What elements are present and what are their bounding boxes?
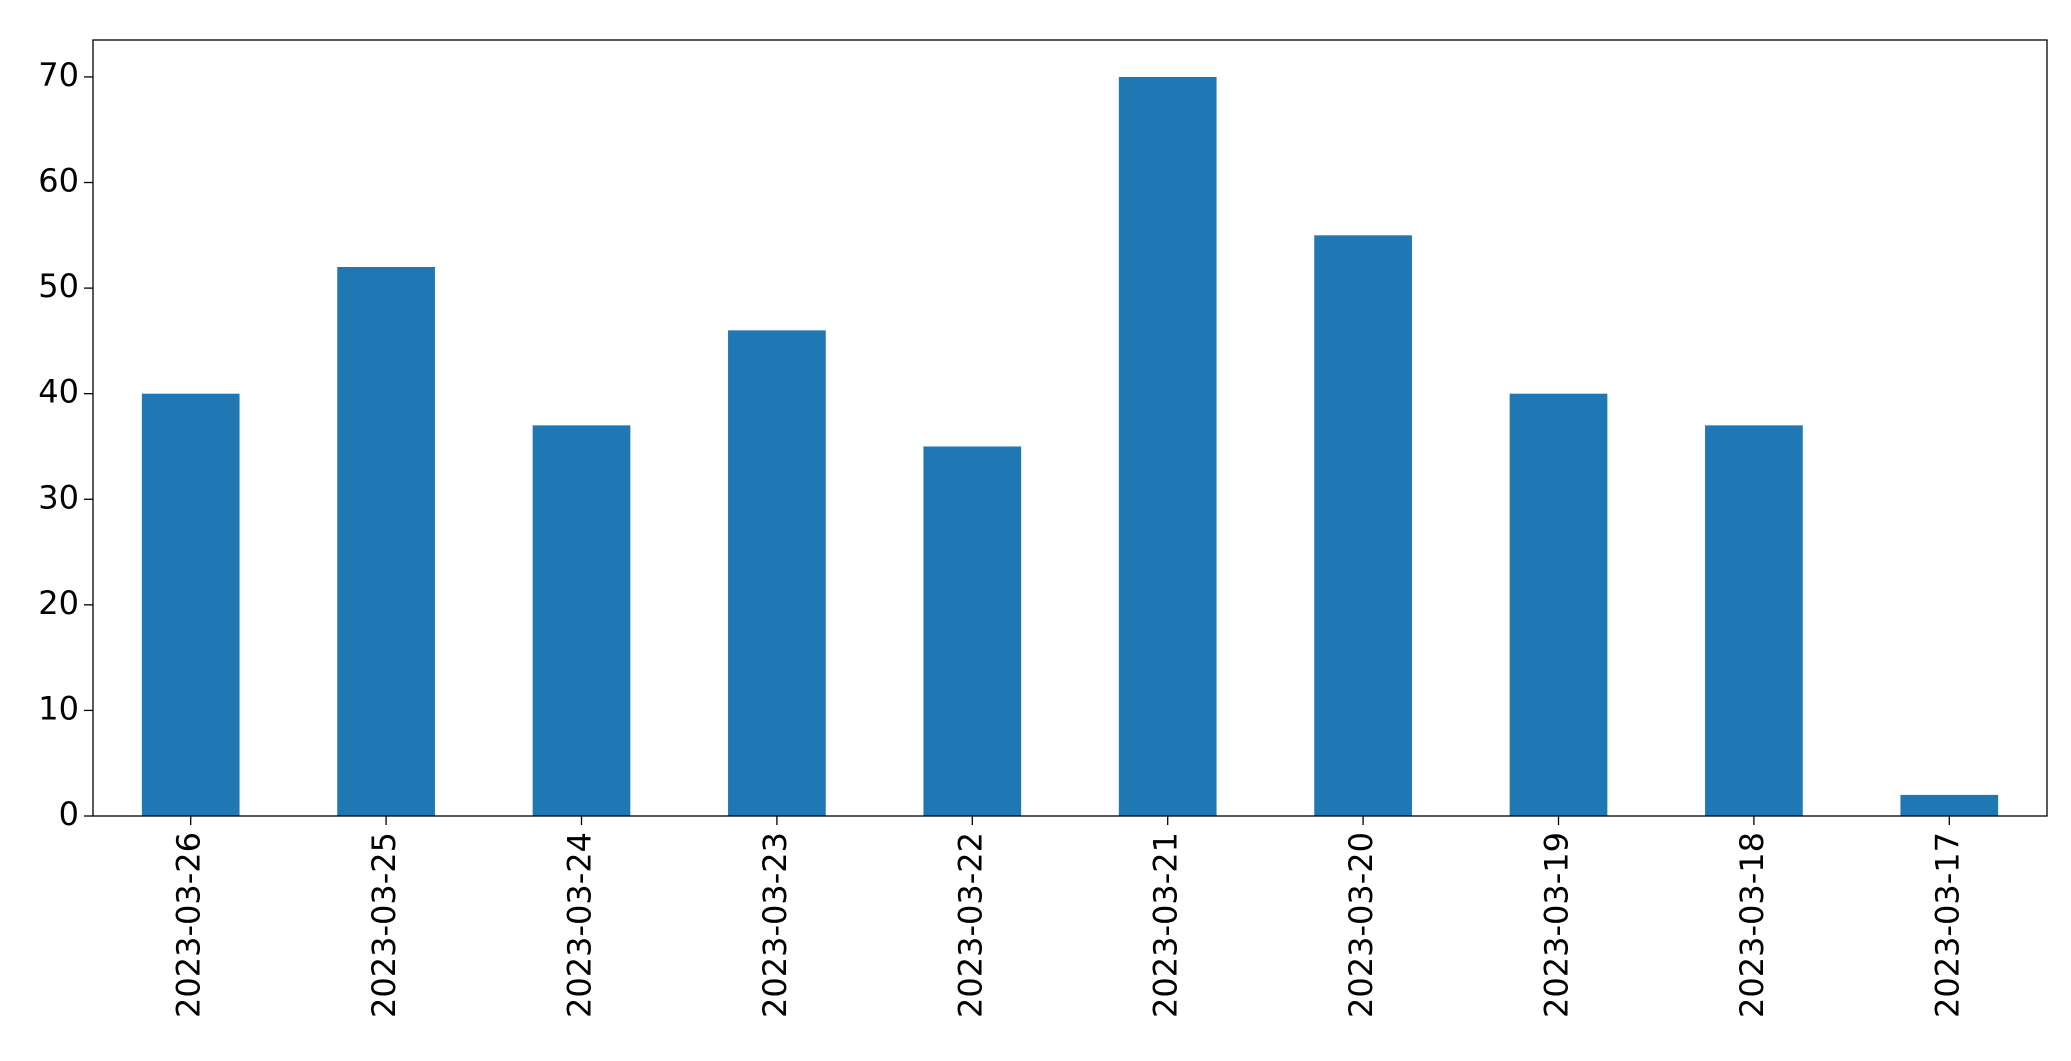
x-tick-label: 2023-03-26 (170, 832, 208, 1018)
y-tick-label: 70 (38, 56, 79, 94)
y-tick-label: 0 (59, 795, 79, 833)
x-tick-label: 2023-03-19 (1538, 832, 1576, 1018)
bar (1118, 76, 1217, 816)
y-tick-label: 60 (38, 162, 79, 200)
x-tick-label: 2023-03-23 (756, 832, 794, 1018)
y-tick-label: 20 (38, 584, 79, 622)
bar (728, 330, 826, 816)
x-tick-label: 2023-03-25 (365, 832, 403, 1018)
x-tick-label: 2023-03-21 (1147, 832, 1185, 1018)
bar (1900, 794, 1999, 816)
x-tick-label: 2023-03-22 (951, 832, 989, 1018)
y-tick-label: 10 (38, 689, 79, 727)
y-tick-label: 50 (38, 267, 79, 305)
x-tick-label: 2023-03-18 (1733, 832, 1771, 1018)
bar (1705, 425, 1803, 816)
bar (923, 446, 1022, 816)
bar (1509, 393, 1608, 816)
bar (337, 266, 435, 817)
x-tick-label: 2023-03-17 (1928, 832, 1966, 1018)
bar (1314, 235, 1412, 817)
x-tick-label: 2023-03-24 (561, 832, 599, 1018)
y-tick-label: 40 (38, 373, 79, 411)
y-tick-label: 30 (38, 478, 79, 516)
bar (532, 425, 631, 816)
x-tick-label: 2023-03-20 (1342, 832, 1380, 1018)
axes-frame (92, 39, 2048, 817)
bar (141, 393, 240, 816)
